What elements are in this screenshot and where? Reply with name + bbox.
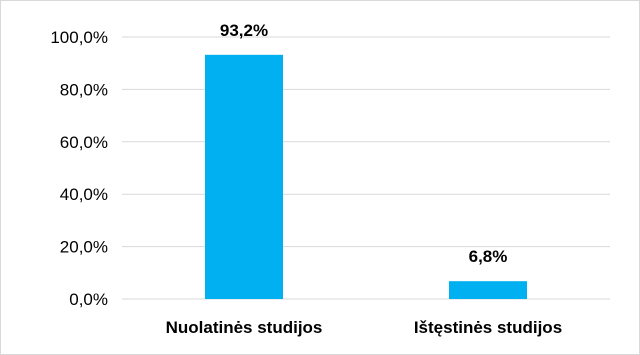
data-label: 6,8% bbox=[469, 247, 508, 266]
y-tick-label: 40,0% bbox=[60, 185, 108, 204]
bar bbox=[205, 54, 283, 300]
y-tick-label: 100,0% bbox=[50, 28, 108, 47]
data-label: 93,2% bbox=[220, 21, 268, 40]
data-labels: 93,2% 6,8% bbox=[220, 21, 507, 266]
category-label: Nuolatinės studijos bbox=[166, 318, 323, 337]
category-label: Ištęstinės studijos bbox=[414, 318, 562, 337]
bars bbox=[205, 54, 527, 300]
y-tick-label: 20,0% bbox=[60, 238, 108, 257]
y-tick-label: 0,0% bbox=[69, 290, 108, 309]
bar bbox=[449, 281, 527, 299]
y-tick-label: 60,0% bbox=[60, 133, 108, 152]
y-axis-tick-labels: 0,0% 20,0% 40,0% 60,0% 80,0% 100,0% bbox=[50, 28, 108, 309]
category-labels: Nuolatinės studijos Ištęstinės studijos bbox=[166, 318, 563, 337]
y-tick-label: 80,0% bbox=[60, 80, 108, 99]
gridlines bbox=[122, 36, 610, 300]
